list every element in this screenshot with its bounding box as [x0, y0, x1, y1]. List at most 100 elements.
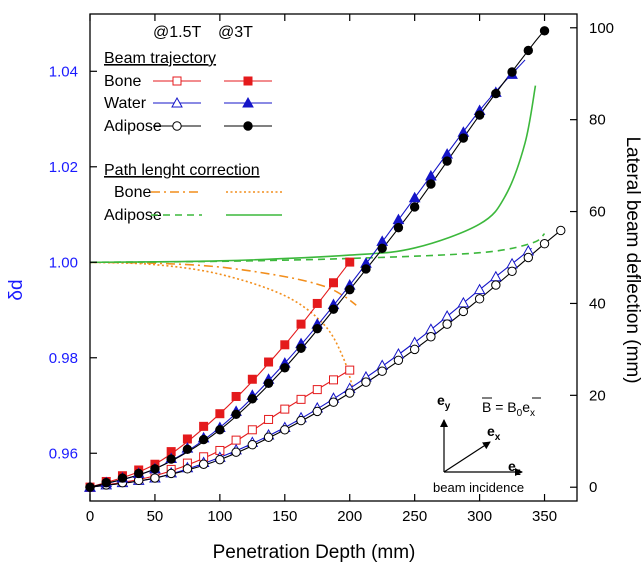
legend-sample-marker [242, 96, 254, 108]
series-point-bone-3t-square-filled [312, 298, 322, 308]
series-point-adipose-1-5t-circle-open [263, 432, 274, 442]
series-point-adipose-3t-circle-filled [409, 202, 420, 212]
series-point-adipose-3t-circle-filled [393, 222, 404, 233]
legend-group1-title: Beam trajectory [104, 50, 216, 67]
series-point-adipose-3t-circle-filled [442, 156, 452, 166]
series-point-adipose-1-5t-circle-open [361, 377, 371, 387]
series-point-adipose-3t-circle-filled [263, 378, 274, 388]
series-point-bone-3t-square-filled [247, 374, 257, 384]
ex-axis-arrow [443, 441, 491, 473]
x-tick-label: 350 [532, 508, 557, 525]
series-point-adipose-3t-circle-filled [345, 284, 355, 295]
series-point-adipose-1-5t-circle-open [442, 319, 452, 329]
series-point-adipose-3t-circle-filled [491, 88, 501, 99]
series-point-adipose-1-5t-circle-open [474, 294, 485, 304]
y-right-tick-label: 0 [589, 479, 597, 496]
series-point-water-3t-triangle-filled [425, 169, 437, 181]
series-point-adipose-3t-circle-filled [458, 133, 469, 143]
series-point-adipose-1-5t-circle-open [458, 306, 469, 317]
beam-incidence-label: beam incidence [433, 480, 524, 495]
series-point-adipose-3t-circle-filled [377, 243, 387, 254]
markers-layer [84, 26, 566, 492]
series-point-adipose-3t-circle-filled [523, 45, 533, 56]
y-left-tick-label: 0.98 [49, 350, 78, 367]
series-point-adipose-1-5t-circle-open [377, 366, 387, 376]
y-left-tick-label: 1.04 [49, 63, 78, 80]
series-point-adipose-3t-circle-filled [312, 324, 322, 334]
x-tick-label: 300 [467, 508, 492, 525]
series-point-adipose-1-5t-circle-open [409, 344, 420, 355]
series-point-adipose-1-5t-circle-open [312, 406, 322, 417]
ex-label: ex [487, 423, 501, 443]
series-point-adipose-3t-circle-filled [426, 179, 436, 189]
series-point-adipose-1-5t-circle-open [491, 280, 501, 290]
plot-frame [89, 13, 578, 502]
series-point-water-1-5t-triangle-open [425, 323, 437, 334]
series-point-adipose-3t-circle-filled [247, 394, 258, 404]
series-point-adipose-3t-circle-filled [182, 444, 193, 455]
series-point-adipose-3t-circle-filled [328, 304, 339, 314]
legend-sample-marker [171, 96, 183, 108]
legend: @1.5T @3T Beam trajectory Bone Water Adi… [104, 24, 282, 224]
series-point-adipose-3t-circle-filled [280, 363, 290, 373]
series-point-bone-1-5t-square-open [264, 414, 274, 424]
field-diagram: ey ex ez beam incidence B = B0ex [433, 392, 541, 495]
ey-label: ey [437, 392, 451, 412]
series-point-adipose-1-5t-circle-open [539, 239, 550, 249]
ez-label: ez [508, 458, 521, 478]
series-point-adipose-3t-circle-filled [117, 473, 128, 483]
x-axis-label: Penetration Depth (mm) [213, 542, 416, 563]
y-right-tick-label: 20 [589, 387, 606, 404]
series-point-adipose-3t-circle-filled [215, 425, 225, 435]
series-point-adipose-1-5t-circle-open [198, 459, 209, 469]
y-left-tick-label: 0.96 [49, 445, 78, 462]
legend-group2-title: Path lenght correction [104, 162, 260, 179]
series-line-bone-3t-dotted [89, 261, 355, 392]
legend-row-adipose: Adipose [104, 118, 162, 135]
series-line-adipose-3t-solid [89, 85, 537, 264]
series-point-bone-3t-square-filled [280, 340, 290, 350]
series-point-water-1-5t-triangle-open [473, 283, 486, 295]
x-tick-label: 100 [207, 508, 232, 525]
series-point-adipose-3t-circle-filled [166, 454, 176, 464]
series-point-bone-1-5t-square-open [247, 425, 257, 435]
series-point-adipose-1-5t-circle-open [247, 440, 258, 450]
series-point-water-1-5t-triangle-open [506, 257, 518, 269]
series-point-water-1-5t-triangle-open [489, 270, 502, 282]
series-point-adipose-1-5t-circle-open [296, 415, 306, 426]
series-point-bone-3t-square-filled [345, 257, 355, 267]
left-axis-label: δd [6, 279, 27, 300]
axes-layer: 0 50 100 150 200 250 300 3500.960.981.001.021.0… [49, 14, 614, 525]
series-point-bone-1-5t-square-open [231, 435, 241, 445]
series-point-adipose-3t-circle-filled [296, 343, 306, 353]
field-equation: B = B0ex [482, 399, 535, 419]
series-point-bone-3t-square-filled [231, 391, 241, 401]
series-point-bone-1-5t-square-open [345, 365, 355, 375]
x-tick-label: 150 [272, 508, 297, 525]
legend-row-water: Water [104, 95, 147, 112]
legend-row-bone: Bone [104, 73, 141, 90]
series-point-adipose-3t-circle-filled [507, 67, 517, 77]
legend-sample-marker [243, 76, 253, 86]
series-point-bone-3t-square-filled [296, 319, 306, 329]
y-left-tick-label: 1.00 [49, 254, 78, 271]
series-point-adipose-3t-circle-filled [101, 477, 111, 488]
legend-row-adipose-corr: Adipose [104, 207, 162, 224]
series-point-bone-3t-square-filled [182, 434, 192, 444]
series-point-adipose-1-5t-circle-open [523, 252, 533, 263]
series-point-adipose-1-5t-circle-open [393, 355, 404, 365]
series-point-adipose-3t-circle-filled [539, 26, 550, 36]
series-point-adipose-1-5t-circle-open [231, 447, 241, 457]
series-point-water-3t-triangle-filled [408, 191, 421, 203]
series-point-bone-1-5t-square-open [329, 375, 338, 385]
series-point-adipose-1-5t-circle-open [215, 454, 225, 465]
series-point-adipose-1-5t-circle-open [345, 388, 355, 398]
series-point-adipose-1-5t-circle-open [556, 225, 566, 236]
y-right-tick-label: 40 [589, 295, 606, 312]
series-point-adipose-3t-circle-filled [231, 409, 241, 419]
series-point-bone-3t-square-filled [199, 421, 209, 431]
series-point-water-1-5t-triangle-open [457, 296, 470, 308]
series-point-adipose-1-5t-circle-open [166, 468, 176, 479]
y-left-tick-label: 1.02 [49, 159, 78, 176]
series-point-adipose-1-5t-circle-open [280, 425, 290, 435]
